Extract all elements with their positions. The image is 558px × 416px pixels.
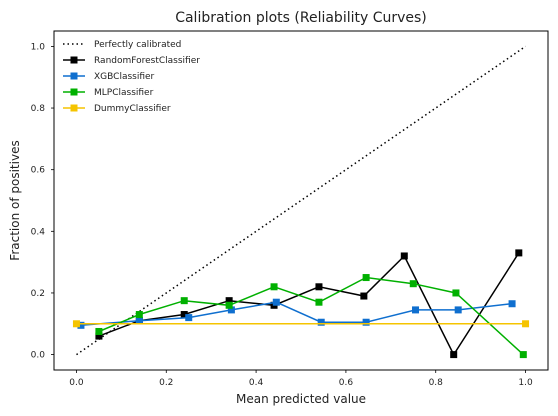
y-tick-label: 0.4 — [31, 227, 46, 237]
y-tick-label: 1.0 — [31, 42, 46, 52]
randomforestclassifier-point — [315, 283, 323, 291]
mlpclassifier-line — [98, 276, 524, 356]
x-tick-label: 0.8 — [429, 378, 444, 388]
mlpclassifier-point — [362, 274, 370, 282]
legend-marker-mlpclassifier — [70, 88, 78, 96]
axis-ticks: 0.0 0.2 0.4 0.6 0.8 1.0 0.0 0.2 0.4 0.6 0.8 1.0 — [31, 42, 533, 388]
plot-area-frame — [53, 30, 549, 371]
series-layer — [72, 45, 530, 359]
xgbclassifier-point — [77, 321, 85, 329]
xgbclassifier-point — [317, 318, 325, 326]
randomforestclassifier-line — [98, 252, 520, 357]
mlpclassifier-point — [225, 301, 233, 309]
xgbclassifier-point — [362, 318, 370, 326]
mlpclassifier-point — [135, 311, 143, 319]
y-tick-label: 0.2 — [31, 289, 45, 299]
xgbclassifier-line — [80, 301, 513, 327]
x-tick-label: 0.2 — [159, 378, 173, 388]
randomforestclassifier-point — [180, 311, 188, 319]
xgbclassifier-point — [272, 298, 280, 306]
xgbclassifier-point — [227, 306, 235, 314]
y-tick-label: 0.8 — [31, 104, 46, 114]
legend-label-perfectly-calibrated: Perfectly calibrated — [94, 40, 181, 50]
randomforestclassifier-point — [515, 249, 523, 257]
legend-label-xgbclassifier: XGBClassifier — [94, 72, 155, 82]
legend-marker-xgbclassifier — [70, 72, 78, 80]
y-tick-label: 0.0 — [31, 351, 46, 361]
legend-marker-randomforestclassifier — [70, 56, 78, 64]
x-tick-label: 0.0 — [69, 378, 84, 388]
mlpclassifier-point — [519, 351, 527, 359]
mlpclassifier-point — [95, 327, 103, 335]
mlpclassifier-point — [409, 280, 417, 288]
mlpclassifier-point — [452, 289, 460, 297]
randomforestclassifier-point — [450, 351, 458, 359]
legend-label-mlpclassifier: MLPClassifier — [94, 88, 154, 98]
randomforestclassifier-point — [360, 292, 368, 300]
randomforestclassifier-point — [225, 297, 233, 305]
xgbclassifier-point — [508, 300, 516, 308]
randomforestclassifier-point — [400, 252, 408, 260]
legend: Perfectly calibrated RandomForestClassifi… — [63, 40, 200, 114]
legend-marker-dummyclassifier — [70, 104, 78, 112]
mlpclassifier-point — [180, 297, 188, 305]
xgbclassifier-point — [454, 306, 462, 314]
x-tick-label: 0.4 — [249, 378, 264, 388]
legend-label-dummyclassifier: DummyClassifier — [94, 104, 171, 114]
mlpclassifier-point — [315, 298, 323, 306]
xgbclassifier-point — [412, 306, 420, 314]
x-tick-label: 0.6 — [339, 378, 354, 388]
y-tick-label: 0.6 — [31, 166, 46, 176]
xgbclassifier-point — [135, 317, 143, 325]
xgbclassifier-point — [185, 314, 193, 322]
x-axis-label: Mean predicted value — [236, 392, 366, 406]
legend-label-randomforestclassifier: RandomForestClassifier — [94, 56, 200, 66]
dummyclassifier-point — [522, 320, 530, 328]
y-axis-label: Fraction of positives — [8, 140, 22, 260]
dummyclassifier-point — [72, 320, 80, 328]
x-tick-label: 1.0 — [518, 378, 533, 388]
randomforestclassifier-point — [95, 332, 103, 340]
perfectly-calibrated-line — [76, 45, 526, 356]
chart-title: Calibration plots (Reliability Curves) — [175, 10, 427, 26]
mlpclassifier-point — [270, 283, 278, 291]
